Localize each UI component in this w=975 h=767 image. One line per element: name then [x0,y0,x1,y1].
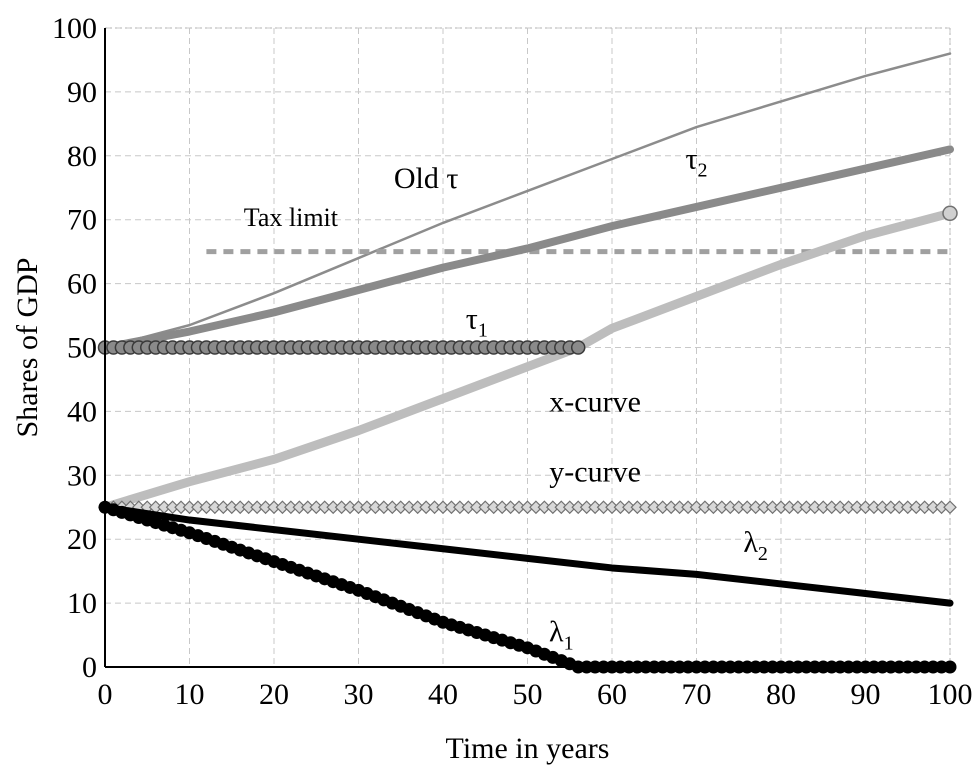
y-tick-label: 30 [67,459,97,492]
label-y-curve: y-curve [549,456,641,489]
x-tick-label: 100 [928,678,973,711]
label-lambda2: λ2 [743,526,768,565]
marker-x-curve-end [942,205,958,222]
label-tau2-subscript: 2 [698,160,708,182]
y-tick-label: 70 [67,204,97,237]
tick-labels: 0 10 20 30 40 50 60 70 80 90 100 0 10 20 30 40 50 60 70 80 9… [52,12,973,711]
marker-y-curve [943,500,957,515]
label-lambda1-subscript: 1 [564,632,574,654]
x-tick-label: 90 [851,678,881,711]
series-line-old-tau [103,52,952,349]
x-tick-label: 60 [597,678,627,711]
x-tick-label: 10 [175,678,205,711]
x-tick-label: 30 [344,678,374,711]
y-tick-label: 90 [67,76,97,109]
axes [104,28,950,668]
y-tick-label: 80 [67,140,97,173]
y-tick-label: 40 [67,395,97,428]
label-tau2-text: τ [685,143,697,176]
series-line-tau2 [101,145,954,352]
label-tau1: τ1 [466,302,488,341]
label-lambda2-subscript: 2 [758,543,768,565]
series-line-lambda2 [101,503,954,607]
y-tick-label: 60 [67,268,97,301]
label-tau2: τ2 [685,143,707,182]
x-tick-label: 70 [682,678,712,711]
label-y-curve-text: y-curve [549,456,641,489]
label-tau1-subscript: 1 [478,319,488,341]
x-tick-label: 50 [513,678,543,711]
series-line-x-curve [100,208,955,512]
y-tick-label: 20 [67,523,97,556]
x-tick-label: 0 [98,678,113,711]
label-x-curve-text: x-curve [549,385,641,418]
grid [105,27,951,667]
x-tick-label: 40 [428,678,458,711]
label-tax-limit: Tax limit [244,203,339,232]
label-tax-limit-text: Tax limit [244,203,339,232]
label-lambda1-text: λ [549,615,564,648]
label-x-curve: x-curve [549,385,641,418]
y-tick-label: 100 [52,12,97,45]
y-axis-title: Shares of GDP [11,258,44,438]
series-layer [97,52,958,674]
marker-tau1 [570,340,586,355]
label-old-tau-text: Old τ [394,162,459,195]
x-tick-label: 80 [766,678,796,711]
label-old-tau: Old τ [394,162,459,195]
y-tick-label: 10 [67,587,97,620]
label-lambda2-text: λ [743,526,758,559]
x-tick-label: 20 [259,678,289,711]
x-axis-title: Time in years [446,732,610,765]
y-tick-label: 0 [82,651,97,684]
y-tick-label: 50 [67,332,97,365]
label-tau1-text: τ [466,302,478,335]
label-lambda1: λ1 [549,615,574,654]
